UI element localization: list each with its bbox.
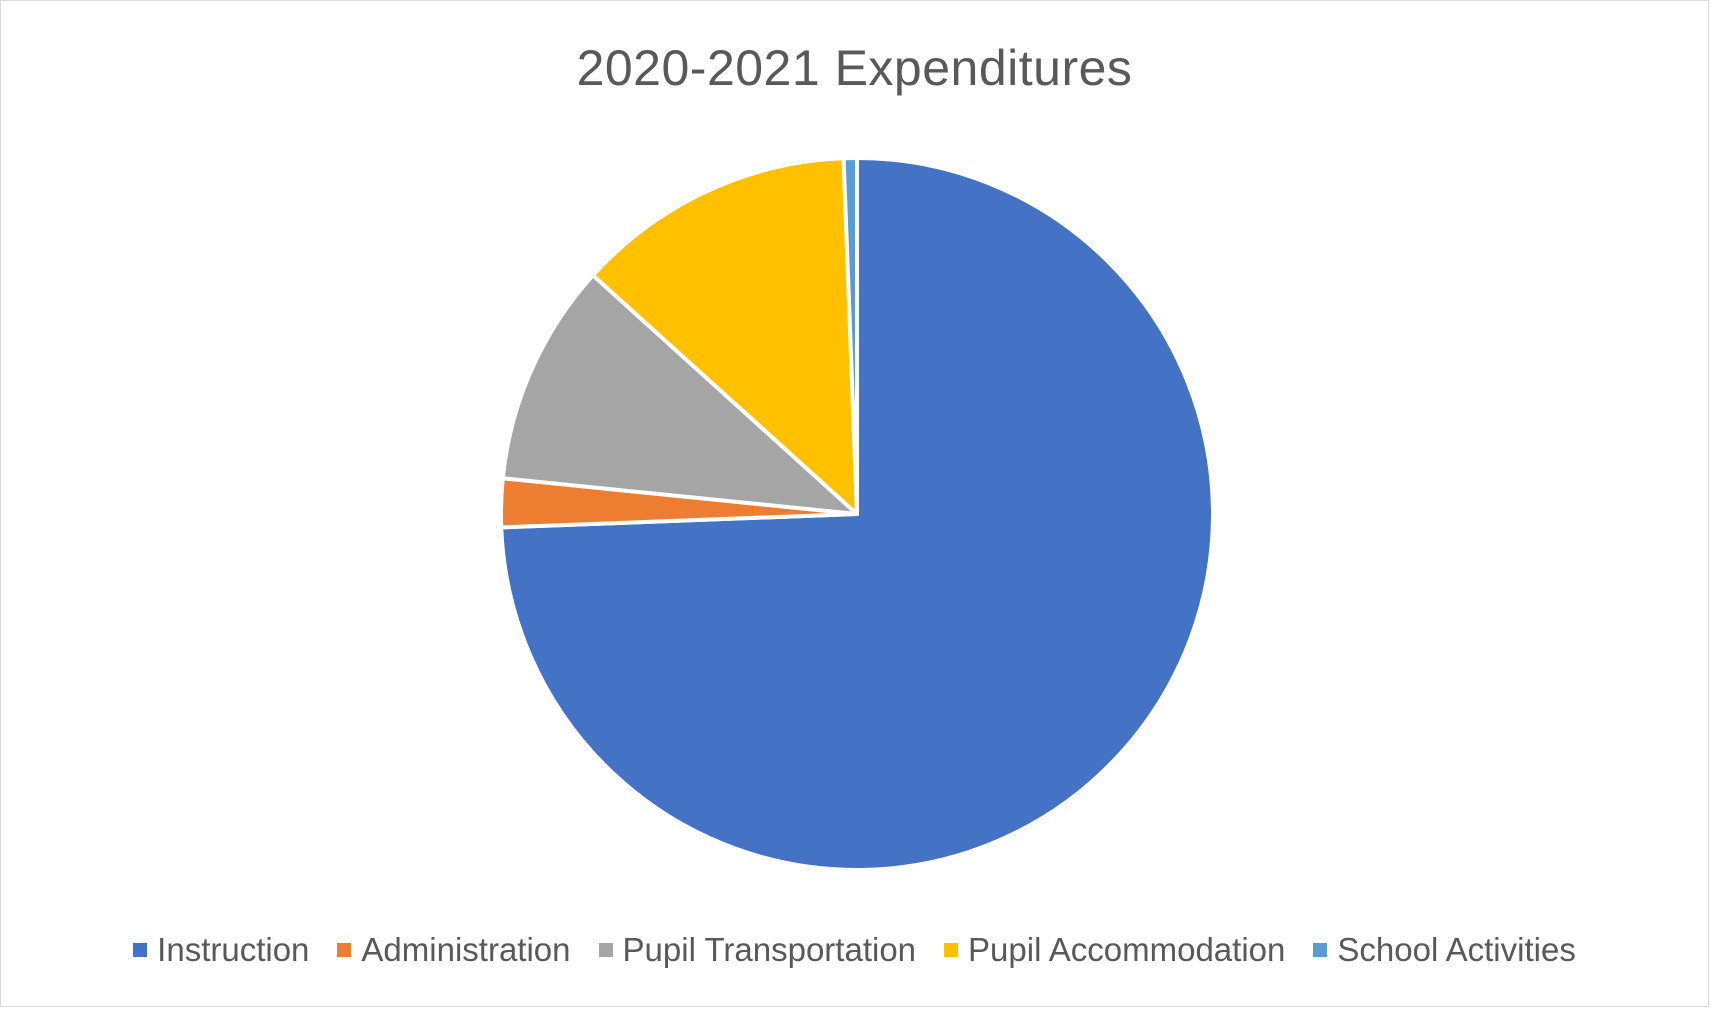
- legend-item-pupil-transportation: Pupil Transportation: [598, 931, 917, 969]
- legend-swatch-pupil-accommodation: [944, 943, 959, 957]
- legend-label-instruction: Instruction: [157, 931, 310, 968]
- legend-label-pupil-transportation: Pupil Transportation: [622, 931, 917, 968]
- legend-swatch-pupil-transportation: [598, 943, 613, 957]
- legend-item-school-activities: School Activities: [1313, 931, 1576, 969]
- legend-item-pupil-accommodation: Pupil Accommodation: [944, 931, 1285, 969]
- legend-label-school-activities: School Activities: [1337, 931, 1576, 968]
- pie-slice-school-activities: [841, 155, 859, 516]
- pie-slice-pupil-accommodation: [590, 156, 859, 516]
- legend-item-instruction: Instruction: [133, 931, 309, 969]
- chart-title: 2020-2021 Expenditures: [576, 40, 1133, 96]
- legend: Instruction Administration Pupil Transpo…: [1, 931, 1708, 969]
- legend-swatch-administration: [337, 943, 352, 957]
- legend-swatch-school-activities: [1313, 943, 1328, 957]
- legend-label-administration: Administration: [361, 931, 571, 968]
- legend-item-administration: Administration: [337, 931, 571, 969]
- pie-slice-pupil-transportation: [500, 273, 859, 516]
- legend-label-pupil-accommodation: Pupil Accommodation: [968, 931, 1286, 968]
- legend-swatch-instruction: [133, 943, 148, 957]
